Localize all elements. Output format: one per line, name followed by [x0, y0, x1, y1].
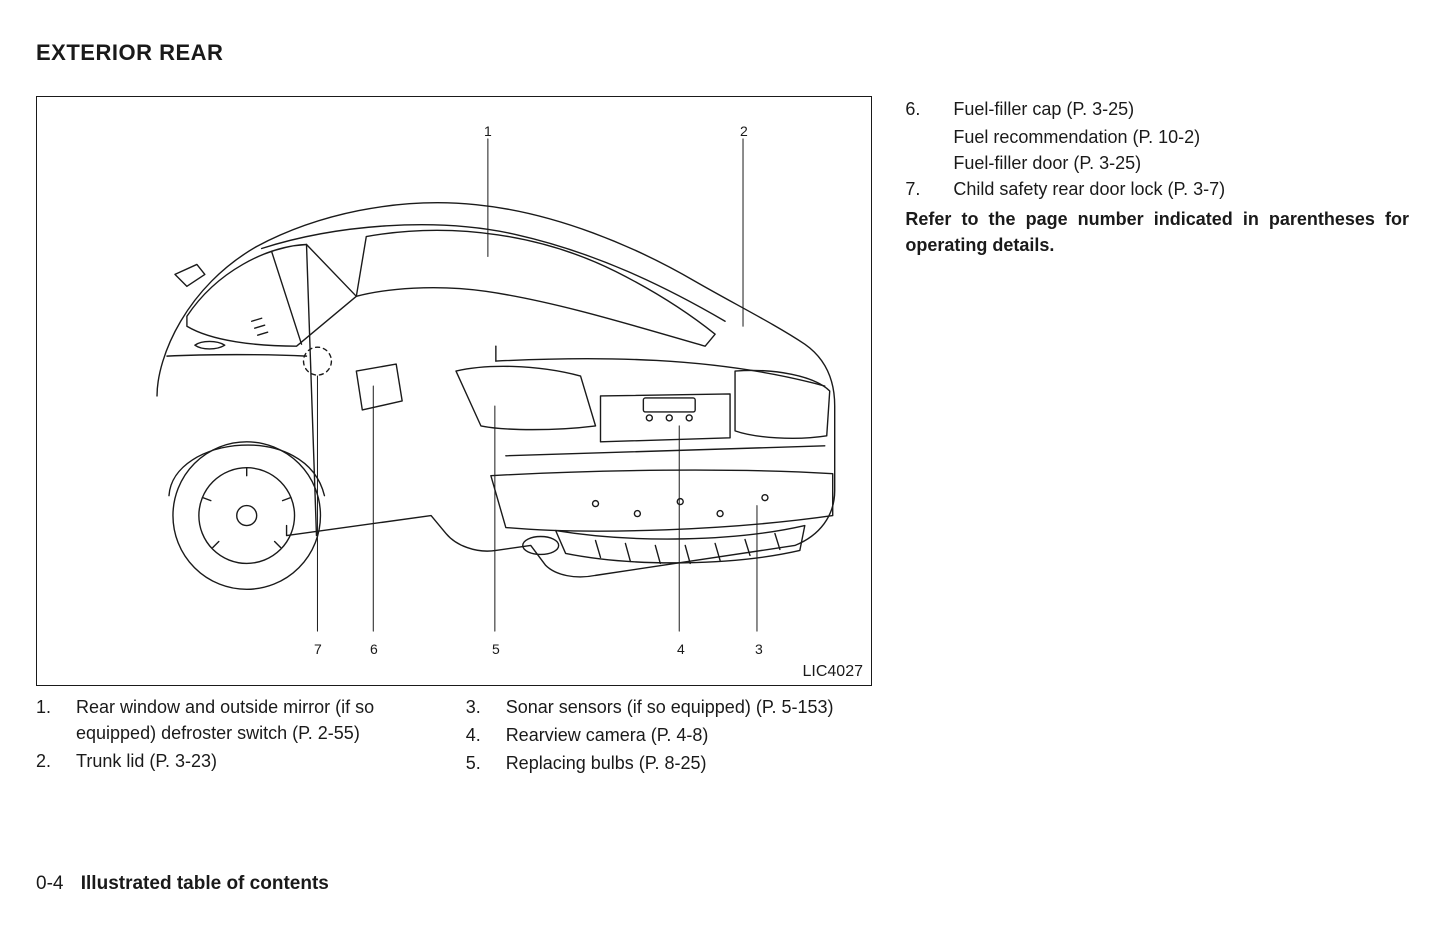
legend-number: 5.	[466, 750, 506, 776]
legend-number: 3.	[466, 694, 506, 720]
callout-number: 5	[492, 641, 500, 657]
reference-note: Refer to the page number indicated in pa…	[905, 206, 1409, 258]
callout-number: 3	[755, 641, 763, 657]
diagram-image-id: LIC4027	[803, 663, 864, 681]
legend-col-1: 1.Rear window and outside mirror (if so …	[36, 694, 446, 778]
legend-item: 7.Child safety rear door lock (P. 3-7)	[905, 176, 1409, 202]
legend-number: 4.	[466, 722, 506, 748]
callout-number: 6	[370, 641, 378, 657]
legend-col-2: 3.Sonar sensors (if so equipped) (P. 5-1…	[466, 694, 876, 778]
legend-text: Rear window and outside mirror (if so eq…	[76, 694, 446, 746]
legend-subline: Fuel recommendation (P. 10-2)	[953, 124, 1409, 150]
legend-item: 5.Replacing bulbs (P. 8-25)	[466, 750, 876, 776]
legend-number: 1.	[36, 694, 76, 746]
legend-item: 3.Sonar sensors (if so equipped) (P. 5-1…	[466, 694, 876, 720]
footer-section-title: Illustrated table of contents	[81, 873, 329, 894]
legend-text: Trunk lid (P. 3-23)	[76, 748, 446, 774]
page-title: EXTERIOR REAR	[36, 40, 1409, 66]
legend-columns: 1.Rear window and outside mirror (if so …	[36, 694, 875, 778]
callout-number: 1	[484, 123, 492, 139]
legend-number: 2.	[36, 748, 76, 774]
legend-item: 1.Rear window and outside mirror (if so …	[36, 694, 446, 746]
legend-item: 4.Rearview camera (P. 4-8)	[466, 722, 876, 748]
content-row: LIC4027 1 2 3 4 5 6 7 1.Rear window and outsid…	[36, 96, 1409, 778]
legend-number: 6.	[905, 96, 953, 122]
right-column: 6.Fuel-filler cap (P. 3-25)Fuel recommen…	[905, 96, 1409, 259]
diagram-box: LIC4027 1 2 3 4 5 6 7	[36, 96, 872, 686]
callout-number: 4	[677, 641, 685, 657]
legend-text: Fuel-filler cap (P. 3-25)	[953, 96, 1409, 122]
legend-text: Sonar sensors (if so equipped) (P. 5-153…	[506, 694, 876, 720]
legend-number: 7.	[905, 176, 953, 202]
legend-subline: Fuel-filler door (P. 3-25)	[953, 150, 1409, 176]
legend-text: Child safety rear door lock (P. 3-7)	[953, 176, 1409, 202]
left-column: LIC4027 1 2 3 4 5 6 7 1.Rear window and outsid…	[36, 96, 875, 778]
page-footer: 0-4 Illustrated table of contents	[36, 873, 329, 895]
legend-item: 2.Trunk lid (P. 3-23)	[36, 748, 446, 774]
footer-page-number: 0-4	[36, 873, 63, 894]
legend-text: Replacing bulbs (P. 8-25)	[506, 750, 876, 776]
legend-item: 6.Fuel-filler cap (P. 3-25)	[905, 96, 1409, 122]
callout-number: 2	[740, 123, 748, 139]
callout-number: 7	[314, 641, 322, 657]
legend-text: Rearview camera (P. 4-8)	[506, 722, 876, 748]
car-rear-diagram	[37, 97, 871, 685]
